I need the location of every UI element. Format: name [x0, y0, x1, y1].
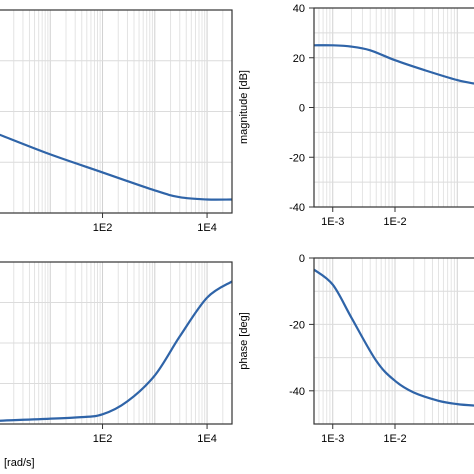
- x-tick-label: 1E4: [197, 222, 217, 234]
- chart-panel-bottom-right: 1E-3 1E-2 0 -20 -40 phase [deg]: [238, 253, 474, 445]
- x-tick-label: 1E4: [197, 433, 217, 445]
- x-tick-label: 1E-2: [383, 216, 406, 228]
- series-line: [0, 280, 232, 422]
- plot-frame: [0, 261, 233, 425]
- series-line: [314, 44, 474, 85]
- series-line: [314, 268, 474, 407]
- x-tick-label: 1E-2: [383, 433, 406, 445]
- chart-panel-bottom-left: 1E2 1E4 [rad/s]: [0, 261, 233, 469]
- y-tick-label: -20: [289, 152, 305, 164]
- x-tick-label: 1E2: [93, 433, 113, 445]
- chart-panel-top-right: 1E-3 1E-2 40 20 0 -20 -40 magnitude [dB]: [238, 3, 474, 228]
- y-tick-label: 0: [299, 103, 305, 115]
- chart-panel-top-left: 1E2 1E4: [0, 9, 233, 234]
- y-tick-label: -20: [289, 319, 305, 331]
- x-axis-label: [rad/s]: [4, 457, 35, 469]
- y-axis-label: magnitude [dB]: [238, 70, 250, 144]
- x-tick-label: 1E-3: [321, 433, 344, 445]
- y-tick-label: 40: [293, 3, 305, 15]
- x-tick-label: 1E-3: [321, 216, 344, 228]
- x-tick-label: 1E2: [93, 222, 113, 234]
- y-tick-label: 20: [293, 53, 305, 65]
- plot-frame: [0, 9, 233, 214]
- y-axis-label: phase [deg]: [238, 312, 250, 370]
- plot-area: [314, 258, 474, 424]
- y-tick-label: 0: [299, 253, 305, 265]
- series-line: [0, 133, 232, 201]
- y-tick-label: -40: [289, 202, 305, 214]
- y-tick-label: -40: [289, 386, 305, 398]
